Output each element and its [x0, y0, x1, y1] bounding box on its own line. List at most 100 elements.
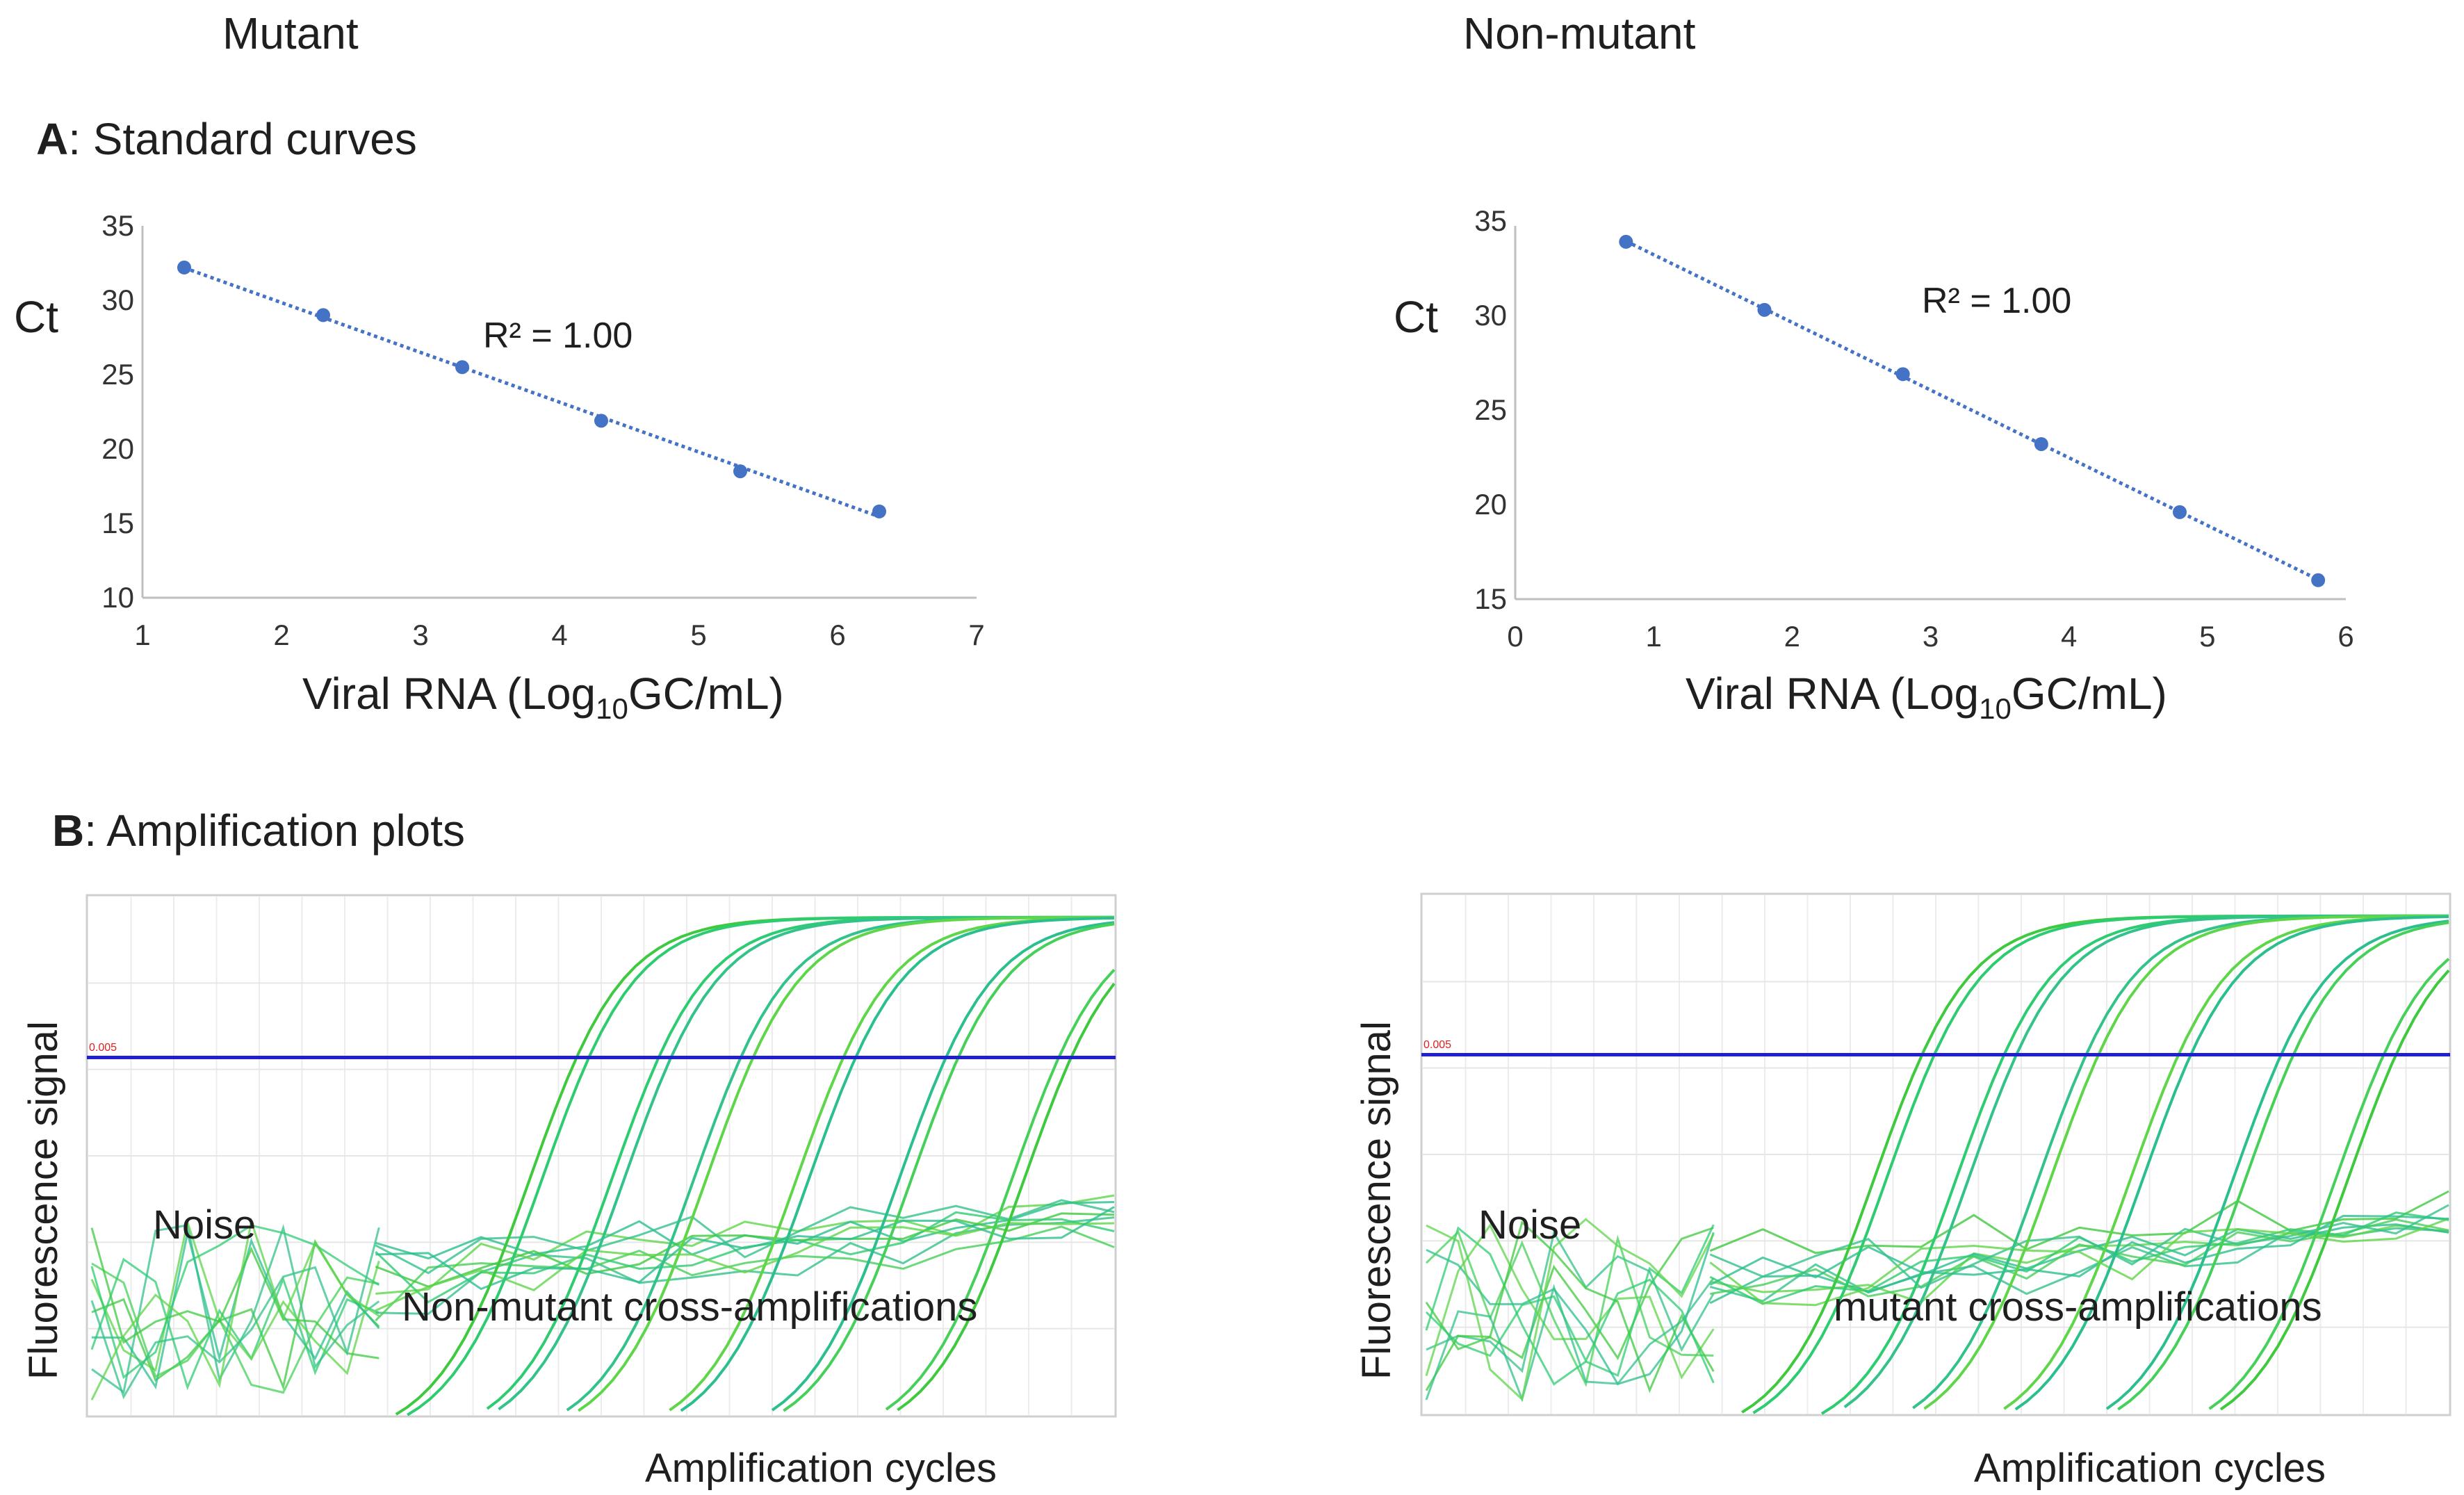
column-title-nonmutant: Non-mutant [1463, 8, 1696, 58]
amplification-curve [897, 983, 1116, 1412]
tick-labels: 0 1 2 3 4 5 6 15 20 25 30 35 [1474, 204, 2353, 653]
cross-amplification-trace [1709, 1214, 2449, 1286]
amplification-curve [2105, 920, 2449, 1410]
x-axis-label: Amplification cycles [645, 1446, 997, 1491]
section-a-letter: A [36, 114, 68, 164]
cross-amplification-trace [1710, 1218, 2449, 1298]
y-axis-label: Fluorescence signal [1354, 1021, 1399, 1380]
y-tick-label: 20 [101, 432, 134, 465]
cross-amplification-trace [375, 1222, 1115, 1312]
cross-amplification-label: mutant cross-amplifications [1834, 1284, 2322, 1330]
noise-trace [1425, 1227, 1714, 1361]
x-axis-label: Amplification cycles [1974, 1446, 2326, 1491]
noise-trace [1425, 1220, 1715, 1394]
noise-traces [90, 1217, 380, 1400]
std-curve-nonmutant: 0 1 2 3 4 5 6 15 20 25 30 35 Ct R² = 1.00 Viral RNA… [1394, 204, 2354, 725]
amplification-curve [578, 916, 1114, 1412]
data-point [872, 504, 886, 518]
y-tick-label: 10 [101, 581, 134, 614]
noise-trace [1426, 1230, 1715, 1373]
noise-trace [1425, 1277, 1715, 1403]
y-tick-label: 25 [101, 358, 134, 391]
noise-trace [1425, 1278, 1715, 1384]
std-curve-mutant: 1 2 3 4 5 6 7 10 15 20 25 30 35 Ct R² = 1.00 Viral R… [14, 209, 985, 725]
noise-trace [90, 1217, 380, 1400]
threshold-line [87, 1056, 1116, 1059]
trendline [1625, 239, 2319, 582]
y-tick-label: 35 [101, 209, 134, 242]
cross-amplification-trace [1709, 1204, 2449, 1289]
x-tick-label: 6 [2337, 620, 2353, 653]
y-axis-label: Ct [14, 292, 58, 342]
x-axis-label: Viral RNA (Log10GC/mL) [1686, 669, 2167, 725]
noise-trace [1425, 1230, 1714, 1387]
data-point [316, 308, 330, 322]
x-tick-label: 0 [1507, 620, 1523, 653]
cross-amplification-trace [1709, 1223, 2449, 1305]
amplification-curve [680, 916, 1115, 1412]
amplification-curve [2117, 921, 2449, 1411]
data-point [2034, 436, 2048, 451]
amplification-curve [2219, 969, 2450, 1411]
x-tick-label: 5 [690, 619, 706, 651]
noise-traces [1425, 1218, 1715, 1403]
data-points [1619, 234, 2326, 587]
cross-amplification-trace [375, 1194, 1115, 1295]
amp-plot-nonmutant: 0.005 Noise mutant cross-amplifications … [1354, 892, 2451, 1491]
r-squared-annotation: R² = 1.00 [483, 316, 633, 356]
tick-labels: 1 2 3 4 5 6 7 10 15 20 25 30 35 [101, 209, 984, 651]
noise-trace [90, 1227, 380, 1359]
amplification-curves [1741, 914, 2450, 1415]
noise-label: Noise [1478, 1202, 1581, 1248]
x-tick-label: 3 [412, 619, 428, 651]
y-tick-label: 35 [1474, 204, 1507, 237]
x-tick-label: 2 [1784, 620, 1800, 653]
y-axis-label: Fluorescence signal [21, 1021, 66, 1380]
amplification-curve [771, 921, 1115, 1412]
x-tick-label: 4 [551, 619, 567, 651]
data-point [733, 464, 747, 479]
x-tick-label: 3 [1923, 620, 1939, 653]
section-b-rest: : Amplification plots [84, 806, 465, 856]
grid [88, 897, 1114, 1415]
section-a-rest: : Standard curves [68, 114, 417, 164]
x-tick-label: 2 [273, 619, 289, 651]
threshold-line [1421, 1053, 2450, 1056]
data-point [1895, 367, 1910, 382]
column-title-mutant: Mutant [222, 8, 359, 58]
cross-amplification-trace [375, 1211, 1115, 1304]
y-tick-label: 15 [101, 507, 134, 539]
noise-trace [1425, 1223, 1715, 1380]
y-tick-label: 30 [101, 284, 134, 316]
data-points [177, 260, 886, 518]
noise-trace [1426, 1218, 1715, 1402]
noise-trace [90, 1227, 380, 1400]
section-a-title: A: Standard curves [36, 114, 417, 164]
data-point [1619, 234, 1633, 249]
threshold-label: 0.005 [89, 1042, 117, 1054]
cross-amplification-trace [375, 1206, 1115, 1291]
amp-plot-mutant: 0.005 Noise Non-mutant cross-amplificati… [21, 894, 1117, 1491]
y-axis-label: Ct [1394, 292, 1438, 342]
cross-amplification-trace [1709, 1227, 2449, 1302]
amplification-curve [1923, 915, 2449, 1410]
data-point [2173, 505, 2187, 519]
noise-trace [90, 1224, 380, 1380]
y-tick-label: 15 [1474, 582, 1507, 615]
noise-trace [90, 1218, 380, 1375]
x-tick-label: 6 [829, 619, 845, 651]
x-tick-label: 4 [2061, 620, 2077, 653]
x-tick-label: 7 [968, 619, 984, 651]
noise-trace [91, 1262, 380, 1394]
x-tick-label: 1 [134, 619, 150, 651]
y-tick-label: 25 [1474, 393, 1507, 426]
amplification-curves [395, 915, 1116, 1416]
x-axis-label: Viral RNA (Log10GC/mL) [302, 669, 784, 725]
y-tick-label: 30 [1474, 299, 1507, 332]
data-point [594, 414, 608, 428]
cross-amplification-label: Non-mutant cross-amplifications [402, 1284, 977, 1330]
noise-label: Noise [153, 1202, 256, 1248]
section-b-letter: B [52, 806, 84, 856]
y-tick-label: 20 [1474, 488, 1507, 521]
